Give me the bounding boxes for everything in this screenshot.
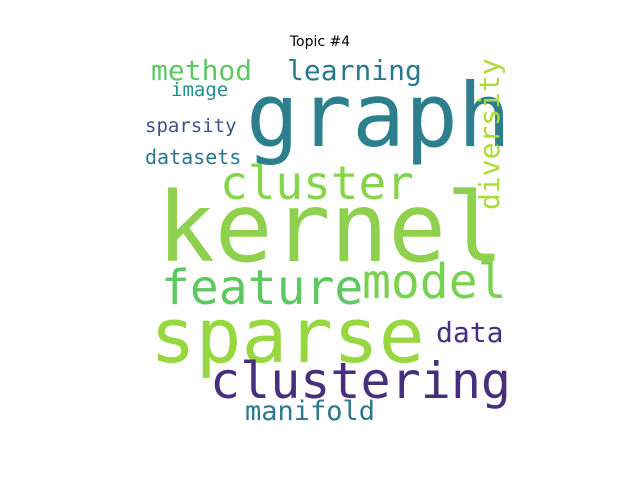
word-cluster: cluster — [220, 156, 414, 210]
word-graph: graph — [246, 64, 511, 167]
word-diversity: diversity — [473, 58, 506, 210]
word-sparse: sparse — [150, 291, 425, 380]
word-method: method — [151, 54, 253, 87]
word-kernel: kernel — [157, 172, 504, 284]
word-model: model — [362, 254, 507, 310]
word-manifold: manifold — [245, 396, 376, 427]
word-datasets: datasets — [145, 145, 242, 169]
word-clustering: clustering — [210, 352, 512, 410]
word-image: image — [171, 79, 229, 101]
word-data: data — [436, 316, 504, 349]
word-learning: learning — [287, 54, 422, 87]
figure-title: Topic #4 — [289, 34, 351, 50]
word-feature: feature — [161, 260, 364, 316]
word-sparsity: sparsity — [145, 115, 237, 137]
